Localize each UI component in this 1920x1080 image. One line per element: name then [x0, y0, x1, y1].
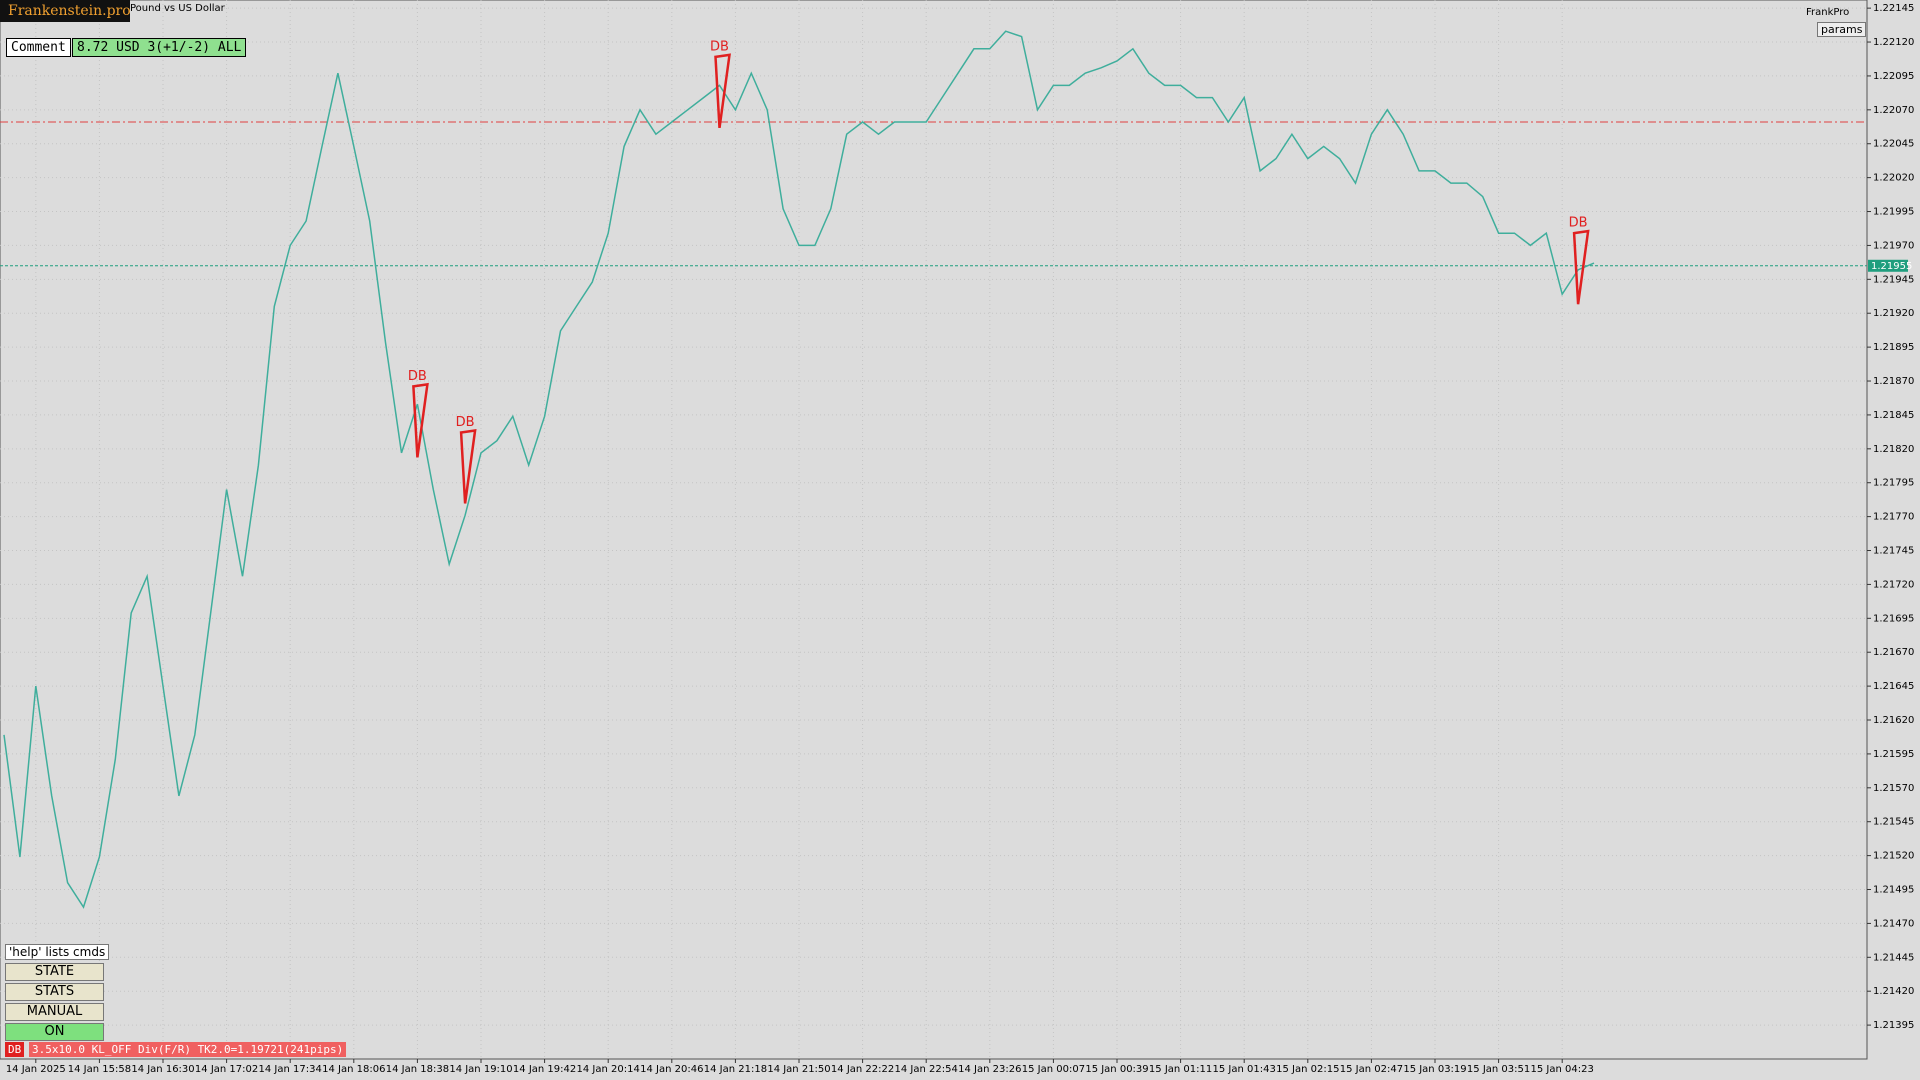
- current-price-label: 1.21955: [1871, 261, 1912, 272]
- pattern-marker: [1572, 229, 1590, 305]
- pattern-marker: [412, 382, 429, 458]
- x-tick-label: 15 Jan 00:07: [1022, 1064, 1085, 1075]
- y-tick-label: 1.21970: [1873, 240, 1914, 251]
- y-tick-label: 1.21470: [1873, 918, 1914, 929]
- x-tick-label: 14 Jan 20:14: [577, 1064, 640, 1075]
- x-tick-label: 15 Jan 03:51: [1467, 1064, 1530, 1075]
- y-tick-label: 1.21670: [1873, 647, 1914, 658]
- y-tick-label: 1.21795: [1873, 478, 1914, 489]
- x-tick-label: 15 Jan 01:11: [1149, 1064, 1212, 1075]
- y-tick-label: 1.21545: [1873, 817, 1914, 828]
- y-tick-label: 1.21895: [1873, 342, 1914, 353]
- x-tick-label: 14 Jan 20:46: [640, 1064, 703, 1075]
- x-tick-label: 14 Jan 18:06: [322, 1064, 385, 1075]
- annotation: DB: [456, 415, 475, 430]
- y-tick-label: 1.22145: [1873, 3, 1914, 14]
- brand: Frankenstein.pro: [0, 0, 131, 22]
- plot-area: [0, 0, 1868, 1060]
- status-text: 3.5x10.0 KL_OFF Div(F/R) TK2.0=1.19721(2…: [29, 1042, 347, 1057]
- y-tick-label: 1.21495: [1873, 885, 1914, 896]
- y-tick-label: 1.21920: [1873, 308, 1914, 319]
- y-tick-label: 1.22095: [1873, 71, 1914, 82]
- y-tick-label: 1.21945: [1873, 274, 1914, 285]
- y-tick-label: 1.21695: [1873, 613, 1914, 624]
- y-tick-label: 1.21720: [1873, 579, 1914, 590]
- y-tick-label: 1.22020: [1873, 173, 1914, 184]
- y-tick-label: 1.21620: [1873, 715, 1914, 726]
- x-tick-label: 15 Jan 02:15: [1276, 1064, 1339, 1075]
- y-tick-label: 1.21570: [1873, 783, 1914, 794]
- y-tick-label: 1.21395: [1873, 1020, 1914, 1031]
- x-tick-label: 14 Jan 19:42: [513, 1064, 576, 1075]
- y-tick-label: 1.21745: [1873, 546, 1914, 557]
- x-tick-label: 15 Jan 04:23: [1531, 1064, 1594, 1075]
- pattern-marker: [459, 429, 477, 504]
- y-tick-label: 1.21520: [1873, 851, 1914, 862]
- annotation: DB: [1569, 216, 1588, 231]
- x-tick-label: 14 Jan 18:38: [386, 1064, 449, 1075]
- symbol: Pound vs US Dollar: [130, 3, 225, 14]
- status-tag: DB: [5, 1042, 25, 1057]
- y-tick-label: 1.21870: [1873, 376, 1914, 387]
- y-tick-label: 1.21995: [1873, 207, 1914, 218]
- x-tick-label: 14 Jan 22:22: [831, 1064, 894, 1075]
- x-tick-label: 14 Jan 21:18: [704, 1064, 767, 1075]
- annotation: DB: [408, 369, 427, 384]
- x-tick-label: 14 Jan 15:58: [68, 1064, 131, 1075]
- x-tick-label: 15 Jan 00:39: [1085, 1064, 1148, 1075]
- pattern-marker: [714, 53, 731, 129]
- y-tick-label: 1.21845: [1873, 410, 1914, 421]
- x-tick-label: 15 Jan 02:47: [1340, 1064, 1403, 1075]
- x-tick-label: 14 Jan 21:50: [767, 1064, 830, 1075]
- stats-button[interactable]: STATS: [5, 983, 104, 1001]
- x-tick-label: 14 Jan 16:30: [131, 1064, 194, 1075]
- y-tick-label: 1.22120: [1873, 37, 1914, 48]
- comment-label: Comment: [6, 38, 71, 57]
- y-tick-label: 1.21445: [1873, 952, 1914, 963]
- x-tick-label: 15 Jan 03:19: [1403, 1064, 1466, 1075]
- y-tick-label: 1.22070: [1873, 105, 1914, 116]
- x-tick-label: 14 Jan 2025: [6, 1064, 66, 1075]
- y-tick-label: 1.22045: [1873, 139, 1914, 150]
- manual-button[interactable]: MANUAL: [5, 1003, 104, 1021]
- state-button[interactable]: STATE: [5, 963, 104, 981]
- x-tick-label: 15 Jan 01:43: [1213, 1064, 1276, 1075]
- x-tick-label: 14 Jan 17:02: [195, 1064, 258, 1075]
- x-tick-label: 14 Jan 22:54: [895, 1064, 958, 1075]
- y-tick-label: 1.21645: [1873, 681, 1914, 692]
- y-tick-label: 1.21770: [1873, 512, 1914, 523]
- y-tick-label: 1.21420: [1873, 986, 1914, 997]
- y-tick-label: 1.21820: [1873, 444, 1914, 455]
- comment-value: 8.72 USD 3(+1/-2) ALL: [72, 38, 247, 57]
- account: FrankPro: [1806, 7, 1850, 18]
- y-tick-label: 1.21595: [1873, 749, 1914, 760]
- annotation: DB: [710, 39, 729, 54]
- x-tick-label: 14 Jan 17:34: [259, 1064, 322, 1075]
- current-price-box: [1868, 259, 1908, 272]
- on-button[interactable]: ON: [5, 1023, 104, 1041]
- x-tick-label: 14 Jan 23:26: [958, 1064, 1021, 1075]
- price-line: [3, 30, 1595, 909]
- x-tick-label: 14 Jan 19:10: [449, 1064, 512, 1075]
- params-button[interactable]: params: [1817, 22, 1867, 37]
- help-hint: 'help' lists cmds: [5, 944, 110, 960]
